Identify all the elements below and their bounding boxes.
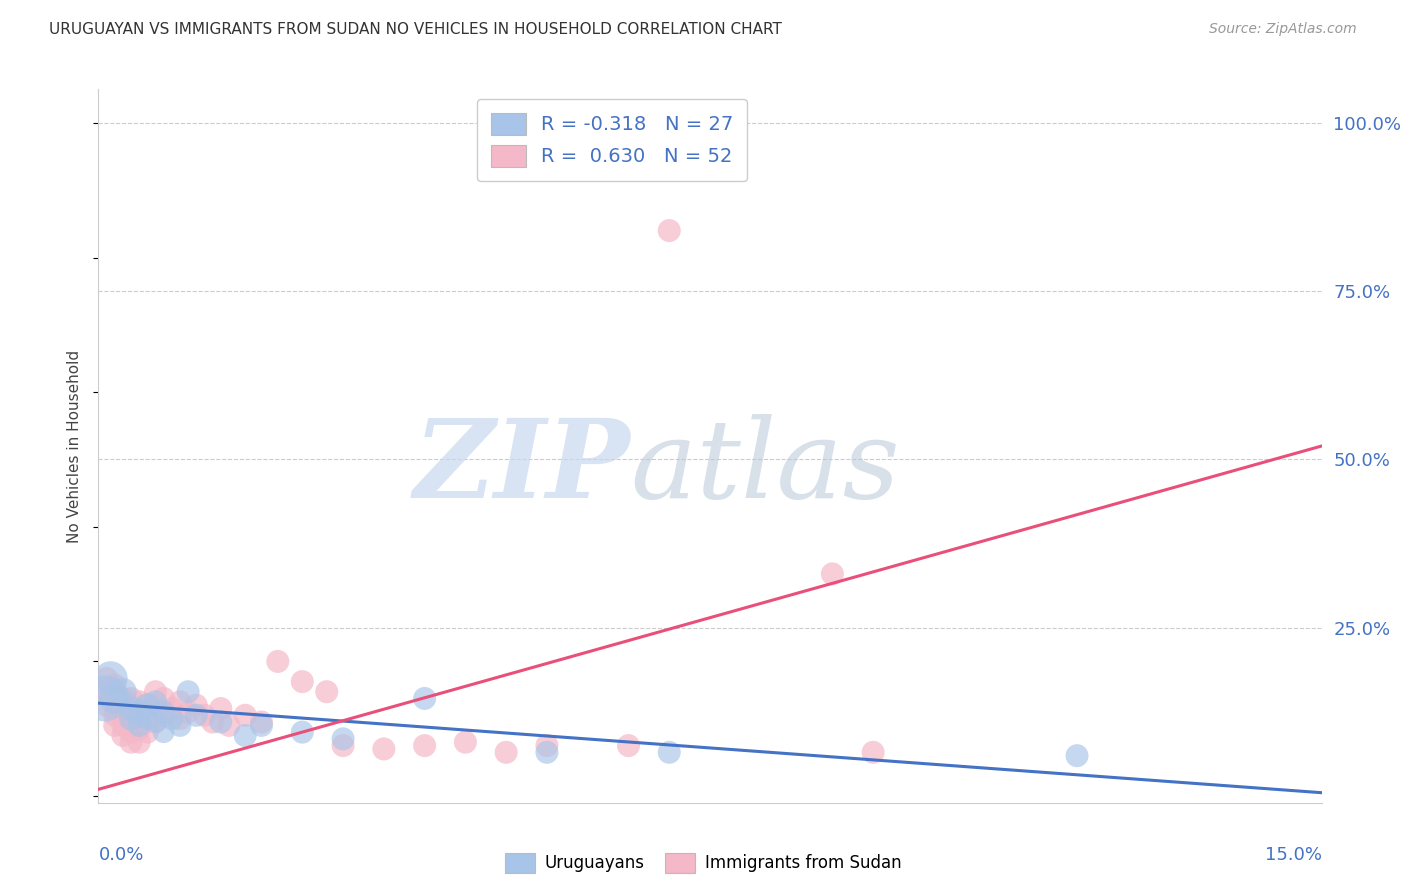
- Point: [495, 745, 517, 759]
- Point: [136, 712, 159, 726]
- Point: [1066, 748, 1088, 763]
- Point: [145, 684, 167, 698]
- Legend: Uruguayans, Immigrants from Sudan: Uruguayans, Immigrants from Sudan: [498, 847, 908, 880]
- Point: [111, 729, 134, 743]
- Point: [209, 701, 232, 715]
- Point: [209, 714, 232, 729]
- Point: [104, 708, 127, 723]
- Point: [536, 745, 558, 759]
- Text: atlas: atlas: [630, 414, 900, 521]
- Point: [152, 705, 174, 719]
- Y-axis label: No Vehicles in Household: No Vehicles in Household: [67, 350, 83, 542]
- Point: [186, 708, 208, 723]
- Point: [332, 731, 354, 746]
- Point: [169, 712, 191, 726]
- Point: [104, 691, 127, 706]
- Point: [120, 725, 142, 739]
- Text: 15.0%: 15.0%: [1264, 846, 1322, 863]
- Point: [128, 705, 150, 719]
- Text: URUGUAYAN VS IMMIGRANTS FROM SUDAN NO VEHICLES IN HOUSEHOLD CORRELATION CHART: URUGUAYAN VS IMMIGRANTS FROM SUDAN NO VE…: [49, 22, 782, 37]
- Point: [145, 714, 167, 729]
- Point: [177, 684, 200, 698]
- Point: [201, 714, 224, 729]
- Point: [120, 691, 142, 706]
- Point: [177, 705, 200, 719]
- Point: [536, 739, 558, 753]
- Point: [233, 729, 256, 743]
- Point: [136, 712, 159, 726]
- Point: [104, 718, 127, 732]
- Point: [91, 684, 114, 698]
- Point: [111, 718, 134, 732]
- Point: [128, 722, 150, 736]
- Point: [160, 701, 183, 715]
- Point: [169, 718, 191, 732]
- Point: [96, 698, 118, 713]
- Point: [96, 671, 118, 685]
- Point: [136, 698, 159, 713]
- Point: [267, 655, 290, 669]
- Point: [315, 684, 337, 698]
- Point: [136, 725, 159, 739]
- Point: [94, 691, 117, 706]
- Point: [658, 223, 681, 237]
- Point: [658, 745, 681, 759]
- Point: [111, 705, 134, 719]
- Point: [120, 701, 142, 715]
- Point: [100, 688, 122, 702]
- Point: [128, 718, 150, 732]
- Point: [100, 671, 122, 685]
- Point: [193, 708, 215, 723]
- Point: [152, 691, 174, 706]
- Point: [291, 725, 314, 739]
- Point: [373, 742, 395, 756]
- Point: [136, 698, 159, 713]
- Point: [332, 739, 354, 753]
- Point: [821, 566, 844, 581]
- Point: [128, 708, 150, 723]
- Point: [145, 714, 167, 729]
- Point: [120, 701, 142, 715]
- Text: ZIP: ZIP: [413, 414, 630, 521]
- Point: [186, 698, 208, 713]
- Point: [111, 684, 134, 698]
- Point: [145, 701, 167, 715]
- Legend: R = -0.318   N = 27, R =  0.630   N = 52: R = -0.318 N = 27, R = 0.630 N = 52: [477, 99, 747, 181]
- Point: [152, 708, 174, 723]
- Point: [128, 695, 150, 709]
- Text: 0.0%: 0.0%: [98, 846, 143, 863]
- Point: [160, 712, 183, 726]
- Point: [128, 735, 150, 749]
- Point: [111, 691, 134, 706]
- Point: [413, 691, 436, 706]
- Point: [233, 708, 256, 723]
- Point: [454, 735, 477, 749]
- Point: [120, 735, 142, 749]
- Text: Source: ZipAtlas.com: Source: ZipAtlas.com: [1209, 22, 1357, 37]
- Point: [291, 674, 314, 689]
- Point: [152, 725, 174, 739]
- Point: [120, 712, 142, 726]
- Point: [218, 718, 240, 732]
- Point: [413, 739, 436, 753]
- Point: [250, 718, 273, 732]
- Point: [862, 745, 884, 759]
- Point: [617, 739, 640, 753]
- Point: [104, 678, 127, 692]
- Point: [145, 695, 167, 709]
- Point: [250, 714, 273, 729]
- Point: [120, 712, 142, 726]
- Point: [169, 695, 191, 709]
